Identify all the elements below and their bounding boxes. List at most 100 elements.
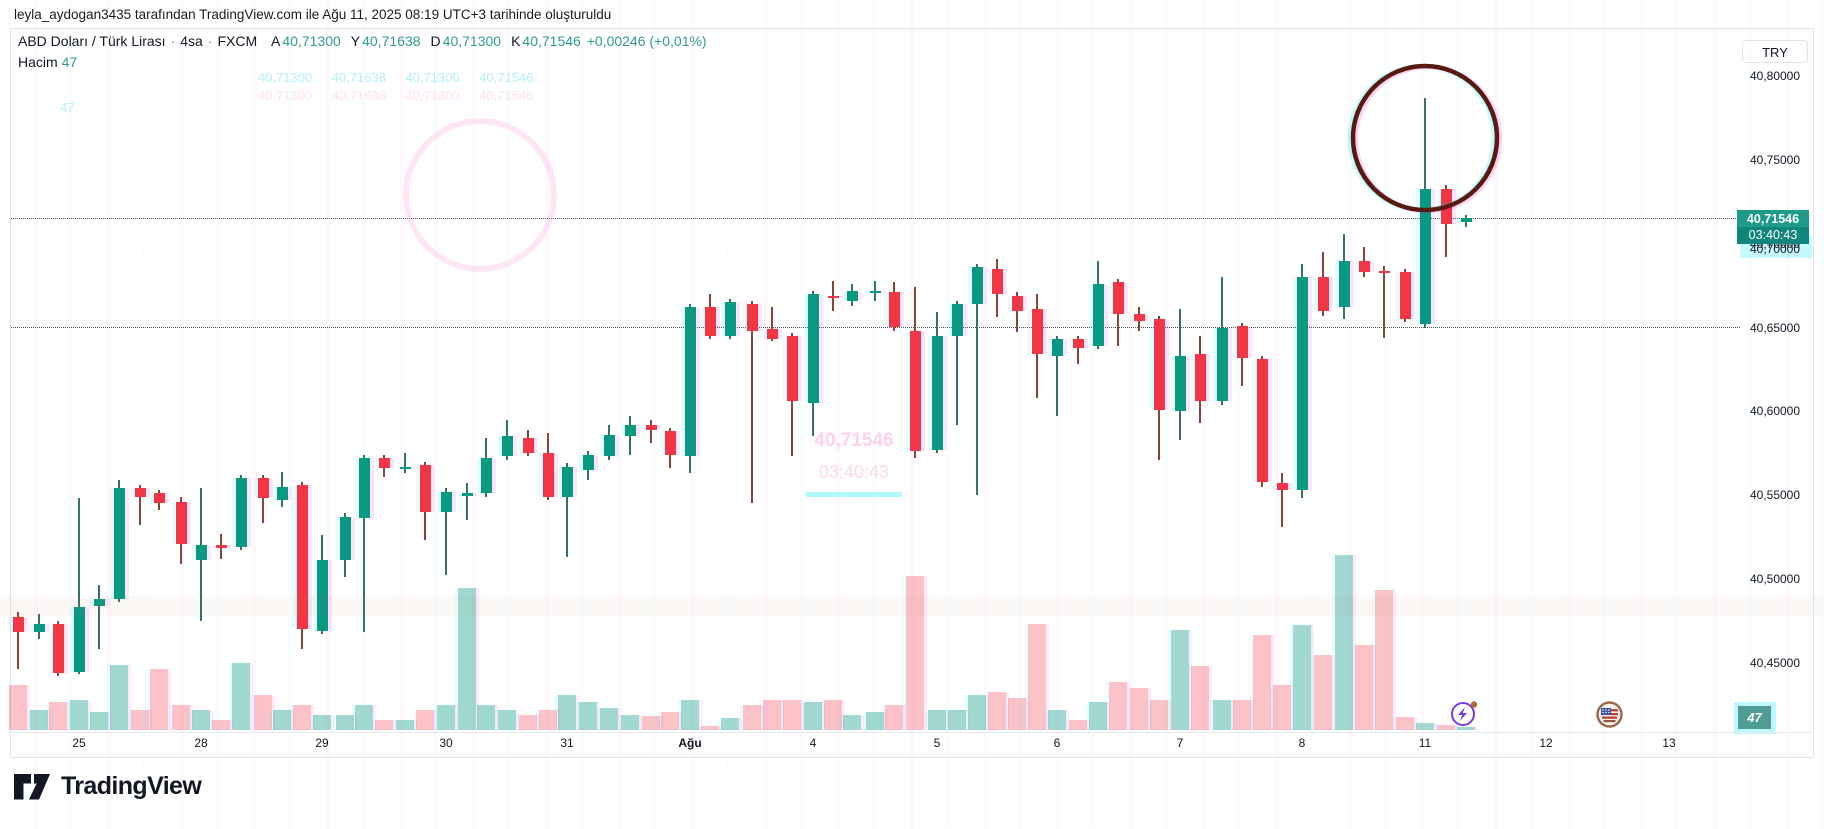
candle-wick <box>139 485 141 526</box>
volume-bar <box>1008 698 1026 730</box>
time-axis-label: 12 <box>1539 736 1553 750</box>
volume-bar <box>579 702 597 730</box>
volume-bar <box>1150 700 1168 730</box>
candle-body <box>684 307 696 457</box>
volume-bar <box>498 710 516 730</box>
candle-body <box>1378 270 1390 274</box>
volume-bar <box>1396 717 1414 730</box>
time-axis-label: 5 <box>933 736 941 750</box>
volume-bar <box>9 685 27 730</box>
candle-body <box>316 560 328 631</box>
candle-body <box>153 493 165 504</box>
time-axis-label: 29 <box>315 736 329 750</box>
volume-bar <box>866 712 884 730</box>
candle-body <box>869 290 881 294</box>
volume-bar <box>843 714 861 730</box>
time-axis-label: Ağu <box>678 736 702 750</box>
currency-button[interactable]: TRY <box>1742 40 1808 63</box>
candle-body <box>276 486 288 500</box>
candle-wick <box>1016 292 1018 333</box>
volume-bar <box>49 702 67 730</box>
volume-label[interactable]: Hacim <box>18 54 58 70</box>
candle-body <box>12 617 24 633</box>
candle-body <box>1174 356 1186 412</box>
price-axis-label: 40,60000 <box>1749 404 1801 419</box>
volume-bar <box>416 710 434 730</box>
price-line-reference-level <box>11 327 1740 328</box>
us-flag-event-icon[interactable] <box>1596 701 1623 728</box>
candle-body <box>1133 314 1145 321</box>
ohlc-values: A 40,71300 Y 40,71638 D 40,71300 K 40,71546 <box>261 33 581 49</box>
volume-bar <box>1437 724 1455 730</box>
ohlc-key: Y <box>350 33 361 49</box>
volume-bar <box>783 700 801 730</box>
attribution-text: leyla_aydogan3435 tarafından TradingView… <box>14 7 612 22</box>
candle-body <box>931 335 943 450</box>
time-axis-label: 8 <box>1298 736 1306 750</box>
volume-bar <box>1355 645 1373 730</box>
candle-body <box>33 624 45 633</box>
candle-body <box>134 488 146 497</box>
timeframe-label[interactable]: 4sa <box>180 33 203 49</box>
time-axis-label: 4 <box>809 736 817 750</box>
volume-bar <box>906 575 924 730</box>
candle-wick <box>956 300 958 425</box>
candle-wick <box>445 488 447 576</box>
volume-bar <box>928 710 946 730</box>
candle-body <box>440 491 452 512</box>
volume-bar <box>1213 700 1231 730</box>
candle-body <box>195 545 207 561</box>
volume-bar <box>968 695 986 730</box>
price-axis[interactable] <box>1740 28 1814 732</box>
volume-bar <box>1293 624 1311 730</box>
symbol-title[interactable]: ABD Doları / Türk Lirası <box>18 33 166 49</box>
volume-bar <box>661 712 679 730</box>
volume-bar <box>1130 688 1148 730</box>
volume-bar <box>1457 727 1475 730</box>
candle-body <box>624 424 636 437</box>
candle-body <box>542 453 554 497</box>
candle-body <box>480 458 492 494</box>
tradingview-brand[interactable]: TradingView <box>12 771 202 802</box>
volume-bar <box>885 705 903 730</box>
economic-event-lightning-icon[interactable] <box>1449 699 1481 731</box>
volume-bar <box>824 700 842 730</box>
time-axis-label: 30 <box>439 736 453 750</box>
volume-bar <box>1109 682 1127 730</box>
annotation-circle[interactable] <box>1345 58 1505 218</box>
volume-bar <box>988 691 1006 730</box>
ohlc-value: 40,71546 <box>522 33 581 49</box>
price-axis-label: 40,75000 <box>1749 153 1801 167</box>
time-axis-label: 28 <box>194 736 208 750</box>
volume-bar <box>1416 723 1434 730</box>
volume-bar <box>721 717 739 730</box>
ohlc-value: 40,71300 <box>282 33 341 49</box>
candle-wick <box>98 585 100 650</box>
volume-bar <box>1253 635 1271 730</box>
candle-body <box>1011 295 1023 311</box>
price-axis-label: 40,45000 <box>1749 655 1801 670</box>
candle-body <box>582 454 594 470</box>
volume-bar <box>150 668 168 730</box>
candle-body <box>1216 327 1228 402</box>
candle-wick <box>262 474 264 524</box>
candle-body <box>235 478 247 547</box>
volume-bar <box>437 705 455 730</box>
glitch-circle-echo <box>403 118 557 272</box>
candle-body <box>807 294 819 403</box>
candle-body <box>846 290 858 301</box>
volume-bar <box>90 712 108 730</box>
candle-wick <box>1077 335 1079 365</box>
exchange-label[interactable]: FXCM <box>217 33 258 49</box>
volume-bar <box>1233 700 1251 730</box>
candle-body <box>827 295 839 299</box>
volume-bar <box>519 714 537 730</box>
volume-bar <box>1375 589 1393 730</box>
candle-body <box>1460 217 1472 222</box>
volume-bar <box>212 719 230 730</box>
candle-body <box>1256 359 1268 482</box>
candle-wick <box>976 263 978 495</box>
candle-body <box>1358 260 1370 273</box>
candle-wick <box>1383 265 1385 338</box>
